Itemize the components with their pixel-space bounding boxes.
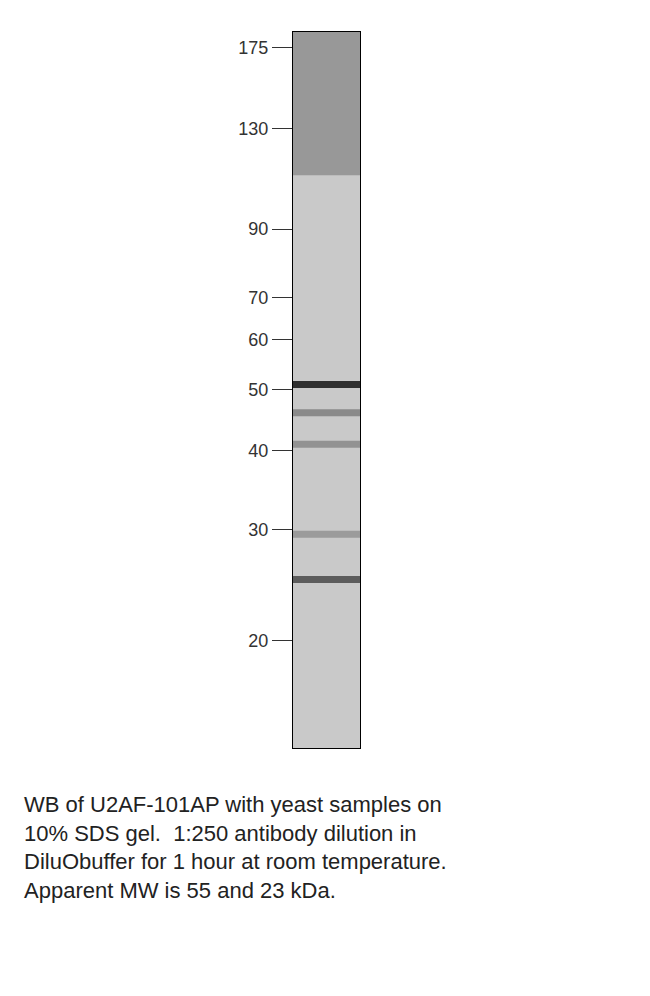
svg-text:30: 30 [248, 520, 268, 540]
svg-text:90: 90 [248, 219, 268, 239]
svg-text:175: 175 [238, 38, 268, 58]
svg-text:70: 70 [248, 288, 268, 308]
svg-text:40: 40 [248, 441, 268, 461]
svg-text:130: 130 [238, 119, 268, 139]
svg-text:50: 50 [248, 380, 268, 400]
svg-text:20: 20 [248, 631, 268, 651]
svg-text:WB of U2AF-101AP with yeast sa: WB of U2AF-101AP with yeast samples on10… [24, 792, 447, 903]
svg-text:60: 60 [248, 330, 268, 350]
